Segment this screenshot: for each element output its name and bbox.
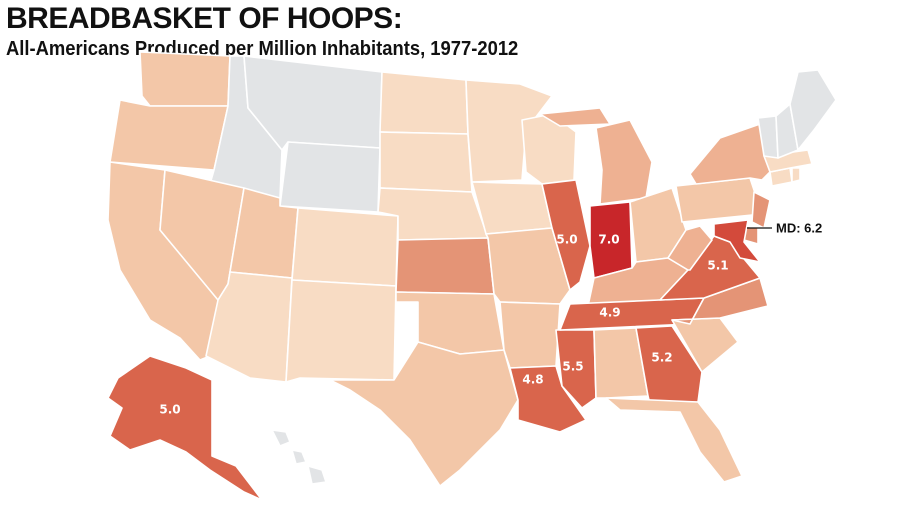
state-ar [499, 301, 561, 369]
value-label-tn: 4.9 [599, 306, 620, 320]
map-subtitle: All-Americans Produced per Million Inhab… [6, 38, 519, 60]
state-ia [471, 181, 553, 235]
map-title: BREADBASKET OF HOOPS: [6, 2, 403, 35]
value-label-ga: 5.2 [651, 351, 672, 365]
value-label-ms: 5.5 [562, 360, 583, 374]
state-ak [107, 355, 263, 501]
states-layer [107, 51, 837, 501]
state-co [291, 207, 399, 287]
state-la [509, 365, 587, 433]
callout-layer: MD: 6.2 [747, 220, 822, 235]
state-ok [395, 291, 505, 355]
state-il [541, 179, 591, 291]
value-label-va: 5.1 [707, 259, 728, 273]
state-nm [285, 279, 397, 383]
state-sd [379, 131, 473, 193]
state-pa [675, 177, 763, 223]
state-nd [379, 71, 469, 135]
value-label-in: 7.0 [598, 233, 619, 247]
state-fl [605, 397, 743, 483]
state-me [789, 69, 837, 151]
value-labels-layer: 4.8 5.0 5.5 7.0 4.9 5.2 5.1 5.0 [159, 233, 728, 417]
md-callout-label: MD: 6.2 [776, 220, 822, 235]
state-wy [279, 141, 381, 213]
state-nj [751, 191, 771, 229]
value-label-ak: 5.0 [159, 403, 180, 417]
state-ri [791, 167, 801, 183]
value-label-il: 5.0 [556, 233, 577, 247]
state-hi [271, 429, 327, 485]
state-ms [555, 329, 597, 409]
state-wv [667, 225, 713, 271]
state-tx [329, 341, 519, 487]
state-ks [395, 237, 495, 295]
state-wa [139, 51, 231, 107]
state-al [593, 327, 649, 399]
state-or [109, 99, 229, 171]
state-ny [689, 123, 771, 185]
state-md [713, 219, 761, 263]
value-label-la: 4.8 [522, 373, 543, 387]
